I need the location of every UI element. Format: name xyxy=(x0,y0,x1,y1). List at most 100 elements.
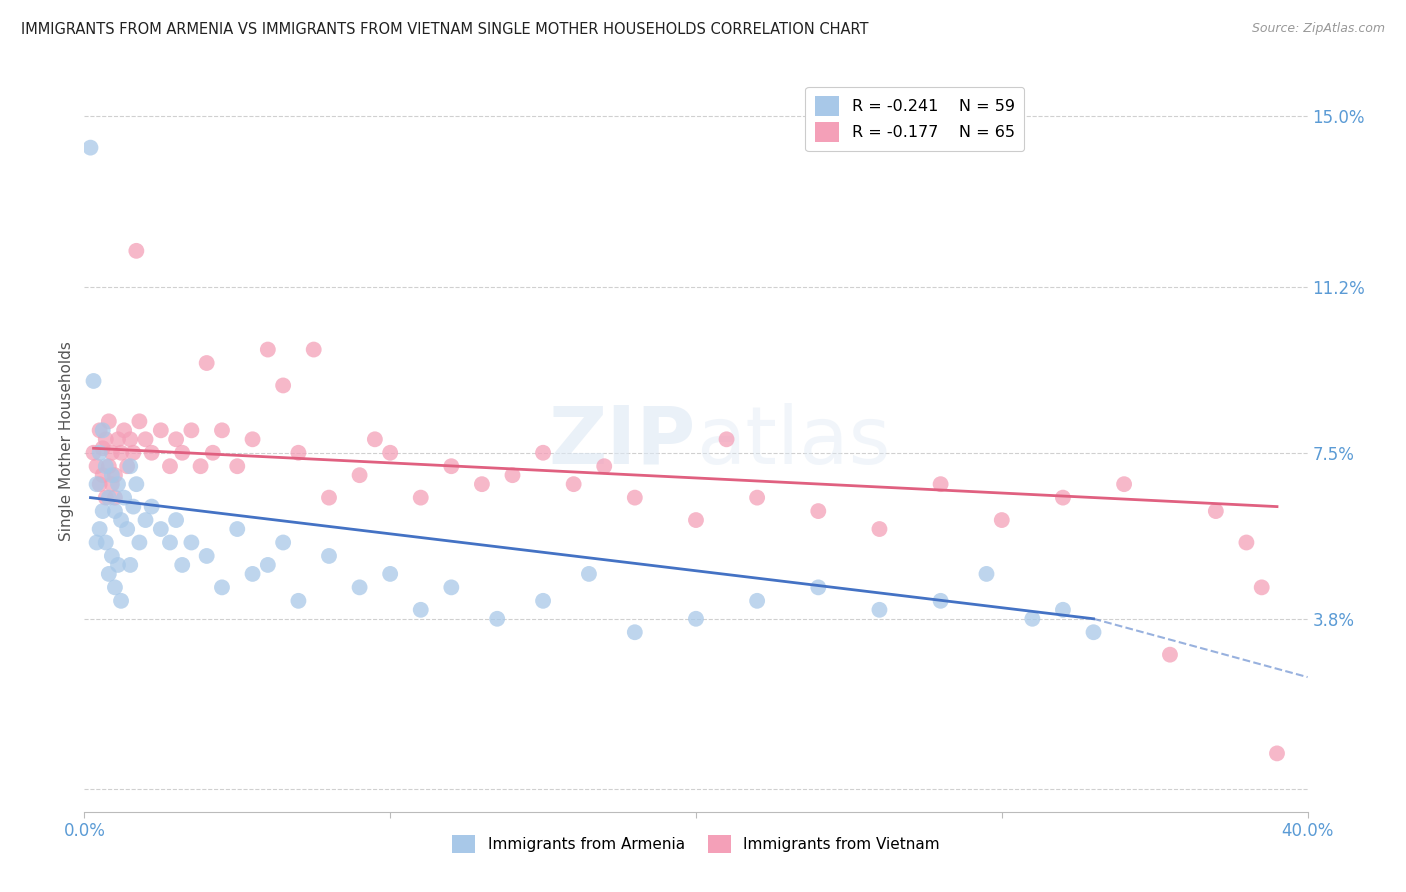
Text: ZIP: ZIP xyxy=(548,402,696,481)
Point xyxy=(302,343,325,357)
Point xyxy=(271,535,294,549)
Y-axis label: Single Mother Households: Single Mother Households xyxy=(59,342,75,541)
Point xyxy=(122,500,145,514)
Point xyxy=(593,459,616,474)
Point xyxy=(929,477,952,491)
Point xyxy=(89,522,111,536)
Point xyxy=(83,446,105,460)
Point xyxy=(195,356,218,370)
Point xyxy=(104,468,127,483)
Point xyxy=(180,423,202,437)
Point xyxy=(115,459,138,474)
Point xyxy=(1250,580,1272,594)
Point xyxy=(287,594,309,608)
Point xyxy=(79,141,101,155)
Point xyxy=(991,513,1014,527)
Point xyxy=(101,468,124,483)
Point xyxy=(486,612,509,626)
Point xyxy=(869,603,891,617)
Point xyxy=(172,558,194,572)
Point xyxy=(128,535,150,549)
Point xyxy=(976,566,998,581)
Point xyxy=(97,566,120,581)
Point xyxy=(125,477,148,491)
Point xyxy=(94,491,117,505)
Point xyxy=(149,423,172,437)
Point xyxy=(349,468,371,483)
Point xyxy=(271,378,294,392)
Point xyxy=(101,446,124,460)
Point xyxy=(89,423,111,437)
Point xyxy=(211,580,233,594)
Point xyxy=(97,491,120,505)
Point xyxy=(716,432,738,446)
Point xyxy=(685,513,707,527)
Point xyxy=(1052,491,1074,505)
Point xyxy=(685,612,707,626)
Point xyxy=(1021,612,1043,626)
Point xyxy=(409,491,432,505)
Point xyxy=(364,432,387,446)
Point xyxy=(110,446,132,460)
Point xyxy=(578,566,600,581)
Point xyxy=(91,442,114,456)
Point xyxy=(83,374,105,388)
Point xyxy=(120,459,142,474)
Point xyxy=(624,491,647,505)
Point xyxy=(101,549,124,563)
Point xyxy=(91,468,114,483)
Point xyxy=(91,504,114,518)
Point xyxy=(112,491,135,505)
Point xyxy=(471,477,494,491)
Point xyxy=(195,549,218,563)
Point xyxy=(101,477,124,491)
Point xyxy=(141,500,163,514)
Point xyxy=(107,558,129,572)
Point xyxy=(125,244,148,258)
Text: Source: ZipAtlas.com: Source: ZipAtlas.com xyxy=(1251,22,1385,36)
Point xyxy=(349,580,371,594)
Point xyxy=(86,459,108,474)
Point xyxy=(1236,535,1258,549)
Point xyxy=(110,594,132,608)
Point xyxy=(97,414,120,428)
Point xyxy=(89,446,111,460)
Point xyxy=(165,432,187,446)
Point xyxy=(1265,747,1288,761)
Point xyxy=(97,459,120,474)
Point xyxy=(242,566,264,581)
Point xyxy=(115,522,138,536)
Point xyxy=(159,535,181,549)
Point xyxy=(104,491,127,505)
Point xyxy=(502,468,524,483)
Point xyxy=(318,549,340,563)
Point xyxy=(128,414,150,428)
Point xyxy=(318,491,340,505)
Point xyxy=(107,477,129,491)
Point xyxy=(104,504,127,518)
Point xyxy=(287,446,309,460)
Point xyxy=(624,625,647,640)
Point xyxy=(141,446,163,460)
Point xyxy=(531,446,554,460)
Legend: Immigrants from Armenia, Immigrants from Vietnam: Immigrants from Armenia, Immigrants from… xyxy=(446,829,946,860)
Point xyxy=(190,459,212,474)
Point xyxy=(440,459,463,474)
Point xyxy=(562,477,585,491)
Point xyxy=(135,513,157,527)
Point xyxy=(242,432,264,446)
Point xyxy=(226,459,249,474)
Point xyxy=(257,343,280,357)
Point xyxy=(159,459,181,474)
Point xyxy=(110,513,132,527)
Point xyxy=(807,504,830,518)
Point xyxy=(747,491,769,505)
Point xyxy=(409,603,432,617)
Point xyxy=(94,535,117,549)
Point xyxy=(112,423,135,437)
Text: atlas: atlas xyxy=(696,402,890,481)
Point xyxy=(94,432,117,446)
Point xyxy=(380,446,402,460)
Point xyxy=(201,446,224,460)
Point xyxy=(440,580,463,594)
